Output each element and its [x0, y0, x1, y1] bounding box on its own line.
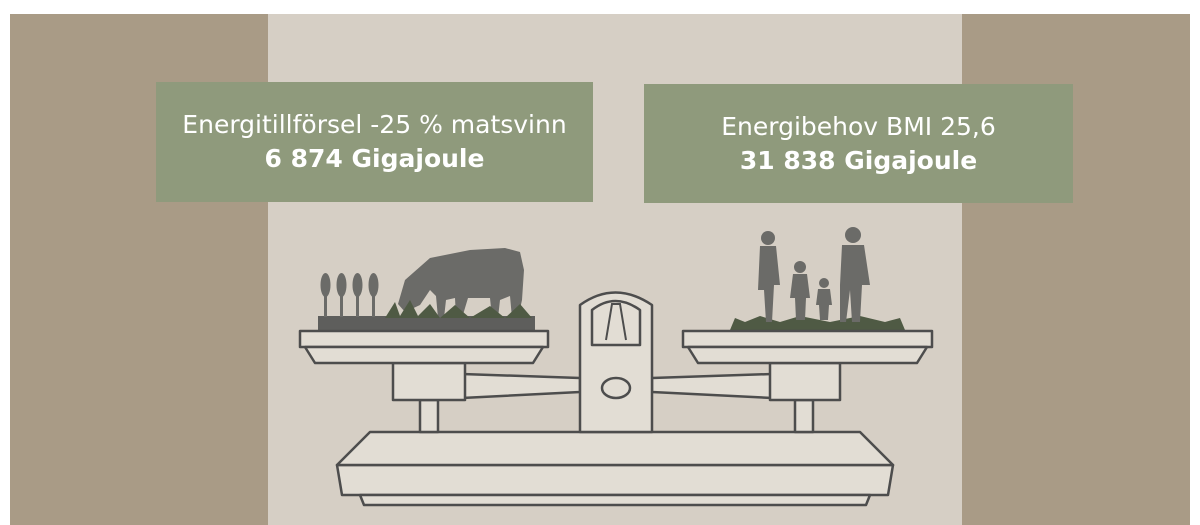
soil [318, 316, 535, 331]
pivot [602, 378, 630, 398]
wheat [321, 273, 379, 317]
stem-right [795, 400, 813, 432]
post-left [393, 363, 465, 400]
scale-illustration [0, 0, 1200, 525]
pan-left [300, 331, 548, 347]
family [758, 227, 870, 322]
stem-left [420, 400, 438, 432]
pan-left-tray [305, 347, 543, 363]
cow [398, 248, 524, 318]
base-top [337, 432, 893, 465]
grass-right [730, 316, 905, 330]
pan-right-tray [688, 347, 927, 363]
post-right [770, 363, 840, 400]
beam-right [652, 374, 772, 398]
pan-right [683, 331, 932, 347]
beam-left [462, 374, 580, 398]
base-bottom [337, 465, 893, 495]
center-window [592, 301, 640, 345]
base-foot [360, 495, 870, 505]
page: Energitillförsel -25 % matsvinn 6 874 Gi… [0, 0, 1200, 525]
